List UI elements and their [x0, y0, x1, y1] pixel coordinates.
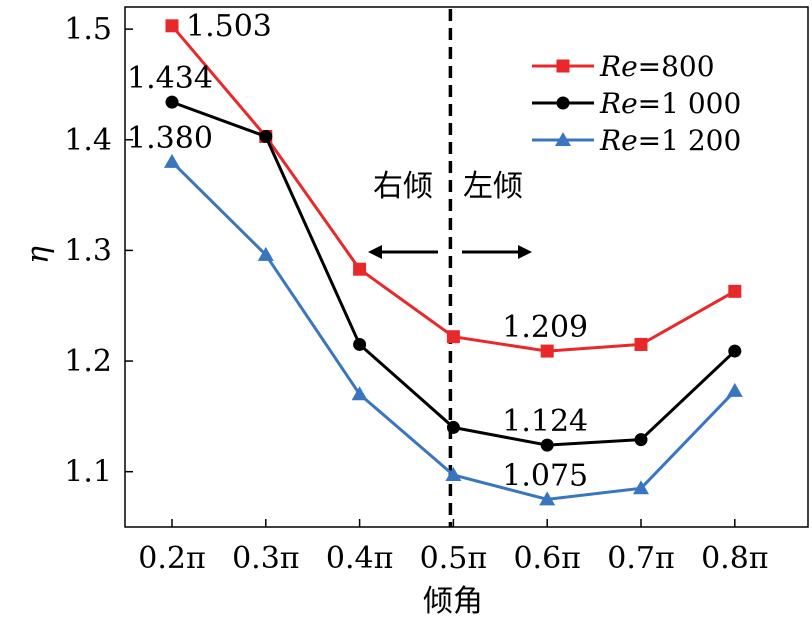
data-point	[353, 337, 367, 351]
data-point	[165, 19, 179, 33]
data-label: 1.503	[186, 9, 272, 44]
data-point	[633, 480, 649, 495]
data-point	[726, 382, 743, 397]
y-tick-label: 1.1	[64, 455, 112, 490]
data-point	[728, 284, 742, 298]
data-point	[446, 420, 460, 434]
data-point	[351, 386, 368, 401]
right-region-label: 左倾	[463, 169, 523, 204]
legend-label: Re=800	[599, 50, 715, 83]
y-axis-title: η	[21, 246, 56, 264]
data-label: 1.075	[502, 458, 588, 493]
y-tick-label: 1.4	[64, 123, 112, 158]
data-label: 1.209	[502, 310, 588, 345]
x-axis-title: 倾角	[423, 584, 483, 619]
data-point	[164, 153, 180, 168]
legend-label-rest: =800	[638, 50, 715, 83]
x-tick-label: 0.5π	[420, 541, 487, 576]
legend-marker	[556, 96, 570, 110]
data-label: 1.124	[502, 404, 588, 439]
x-tick-label: 0.4π	[326, 541, 393, 576]
data-point	[446, 330, 460, 344]
data-point	[445, 467, 462, 481]
y-tick-label: 1.5	[64, 12, 112, 47]
y-tick-label: 1.3	[64, 233, 112, 268]
data-point	[257, 246, 274, 261]
legend-label: Re=1 000	[599, 87, 741, 120]
data-label: 1.380	[127, 121, 213, 156]
legend-label-italic: Re	[599, 124, 638, 157]
data-point	[539, 491, 556, 506]
data-point	[259, 129, 273, 143]
left-arrow-head	[368, 245, 382, 259]
data-point	[634, 337, 648, 351]
legend-marker	[556, 59, 570, 73]
x-tick-label: 0.7π	[607, 541, 674, 576]
y-tick-label: 1.2	[64, 344, 112, 379]
left-region-label: 右倾	[373, 169, 433, 204]
data-point	[728, 344, 742, 358]
data-point	[540, 438, 554, 452]
right-arrow-head	[518, 245, 532, 259]
x-tick-label: 0.8π	[701, 541, 768, 576]
data-point	[634, 433, 648, 447]
plot-area: 0.2π 0.3π 0.4π 0.5π 0.6π 0.7π 0.8π 1.1 1.2 1.3 1.4…	[21, 6, 809, 619]
legend-label: Re=1 200	[599, 124, 741, 157]
legend-label-italic: Re	[599, 87, 638, 120]
data-label: 1.434	[127, 61, 213, 96]
data-point	[165, 95, 179, 109]
data-point	[353, 262, 367, 276]
legend-label-rest: =1 200	[638, 124, 742, 157]
x-tick-label: 0.2π	[138, 541, 205, 576]
data-point	[540, 344, 554, 358]
legend-label-rest: =1 000	[638, 87, 742, 120]
legend-label-italic: Re	[599, 50, 638, 83]
x-tick-label: 0.3π	[232, 541, 299, 576]
plot-frame	[124, 6, 809, 528]
legend-marker	[555, 132, 571, 146]
x-tick-label: 0.6π	[513, 541, 580, 576]
